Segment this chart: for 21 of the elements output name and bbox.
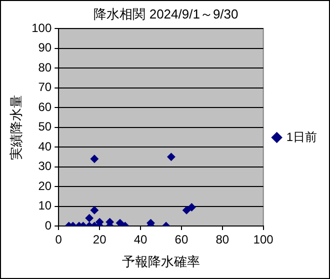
- x-tick-label: 0: [55, 232, 62, 247]
- y-tick-label: 30: [38, 159, 52, 174]
- y-tick-label: 60: [38, 100, 52, 114]
- y-tick-label: 0: [44, 218, 52, 232]
- x-tick-label: 20: [92, 232, 107, 247]
- y-tick-label: 70: [38, 80, 52, 94]
- legend-label: 1日前: [286, 130, 318, 144]
- y-tick-label: 20: [38, 178, 52, 193]
- y-axis-title: 実績降水量: [8, 94, 24, 160]
- y-tick-label: 10: [38, 198, 52, 213]
- x-tick-label: 100: [253, 232, 274, 247]
- chart-title: 降水相関 2024/9/1～9/30: [94, 6, 238, 22]
- y-tick-label: 80: [38, 60, 52, 74]
- x-tick-label: 80: [216, 232, 230, 247]
- x-axis-title: 予報降水確率: [122, 254, 200, 269]
- x-tick-label: 60: [174, 232, 188, 247]
- y-tick-label: 90: [38, 40, 52, 55]
- y-tick-label: 40: [38, 139, 52, 154]
- x-tick-label: 40: [134, 232, 148, 247]
- y-tick-label: 100: [32, 20, 52, 35]
- y-tick-label: 50: [38, 120, 52, 134]
